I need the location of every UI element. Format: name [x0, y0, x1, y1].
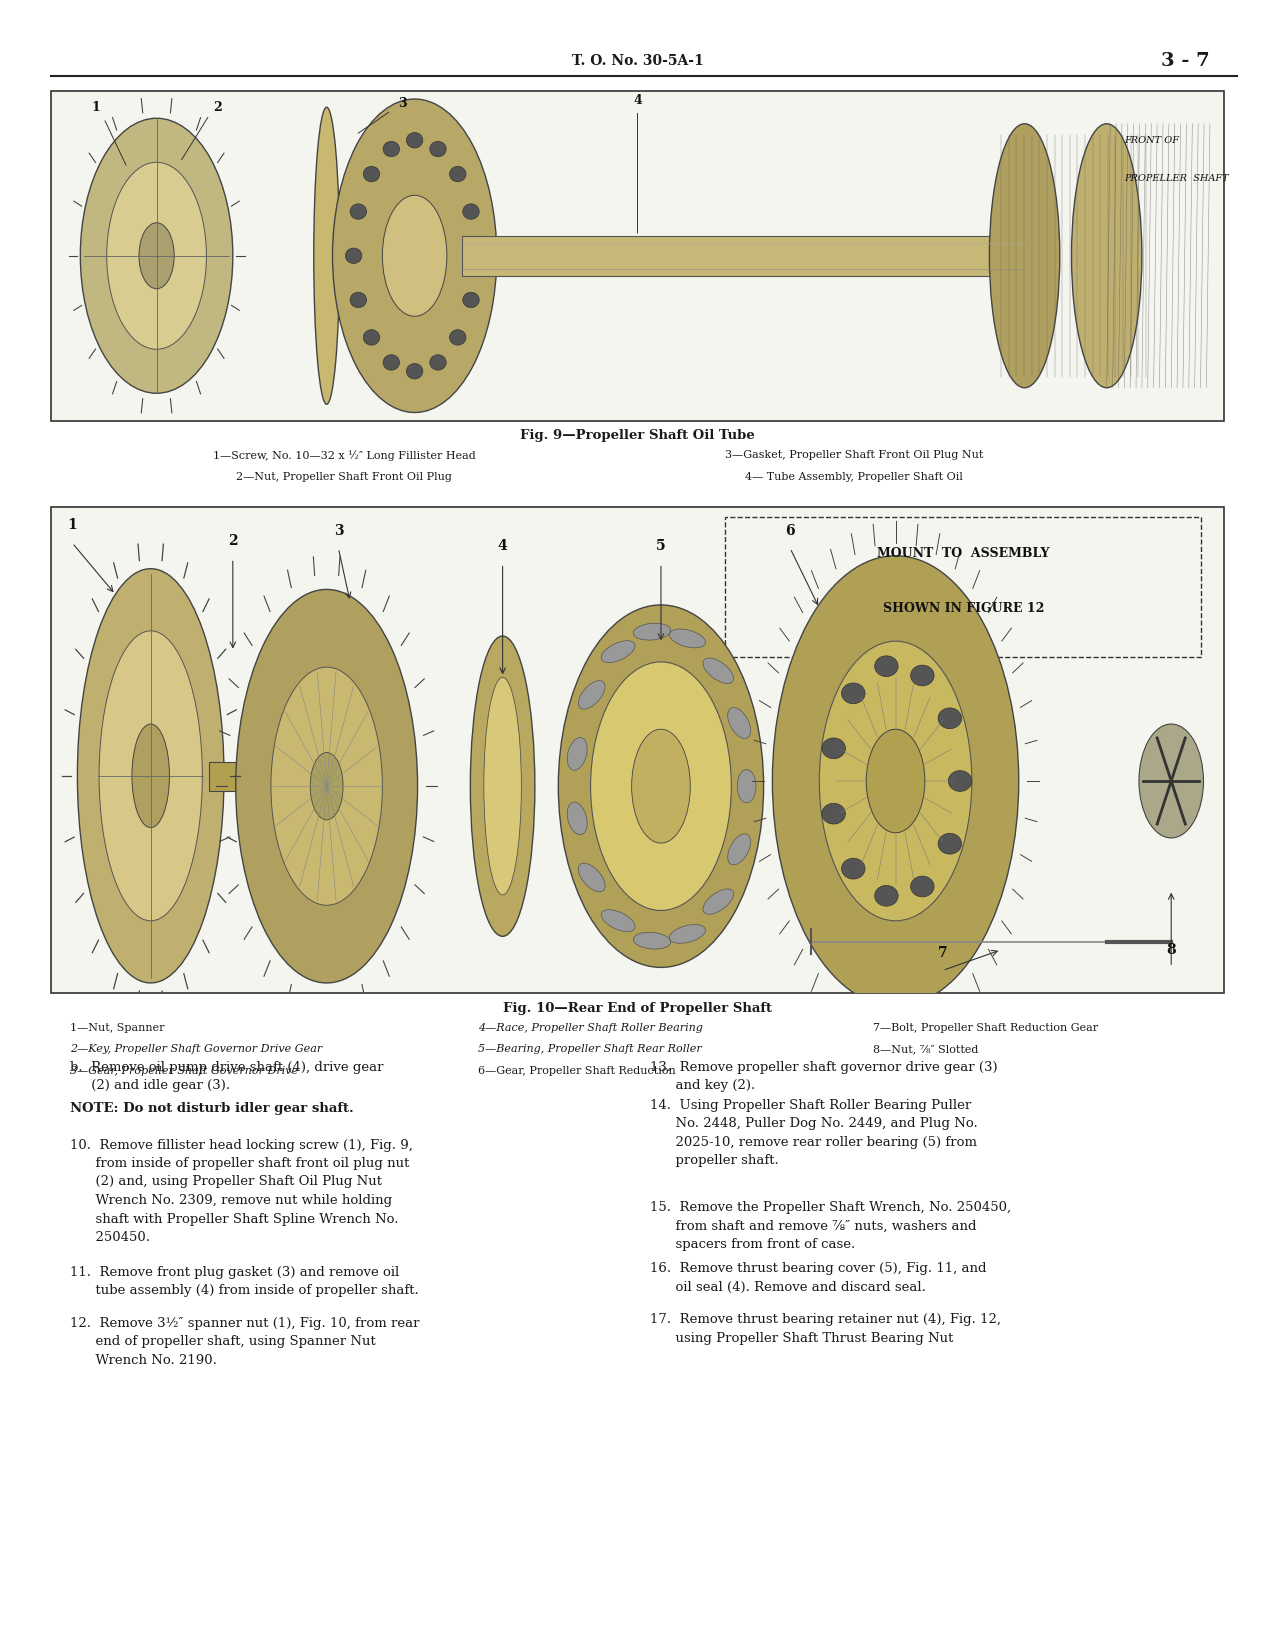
- Ellipse shape: [669, 924, 705, 944]
- Text: 5—Bearing, Propeller Shaft Rear Roller: 5—Bearing, Propeller Shaft Rear Roller: [478, 1044, 701, 1054]
- Ellipse shape: [703, 889, 733, 914]
- Ellipse shape: [131, 724, 170, 828]
- Text: Fig. 9—Propeller Shaft Oil Tube: Fig. 9—Propeller Shaft Oil Tube: [520, 429, 755, 442]
- Ellipse shape: [634, 624, 671, 640]
- Circle shape: [450, 167, 465, 182]
- Circle shape: [949, 771, 972, 792]
- Circle shape: [430, 142, 446, 157]
- Ellipse shape: [80, 119, 233, 393]
- Ellipse shape: [602, 909, 635, 932]
- Text: 7: 7: [937, 945, 947, 960]
- Ellipse shape: [1071, 124, 1142, 388]
- Text: 17.  Remove thrust bearing retainer nut (4), Fig. 12,
      using Propeller Shaf: 17. Remove thrust bearing retainer nut (…: [650, 1313, 1001, 1345]
- Circle shape: [351, 292, 366, 307]
- Text: 3: 3: [399, 97, 407, 111]
- Ellipse shape: [669, 629, 705, 648]
- Ellipse shape: [634, 932, 671, 949]
- Ellipse shape: [382, 195, 448, 317]
- Text: b.  Remove oil pump drive shaft (4), drive gear
     (2) and idle gear (3).: b. Remove oil pump drive shaft (4), driv…: [70, 1061, 384, 1092]
- Text: 1—Nut, Spanner: 1—Nut, Spanner: [70, 1023, 164, 1033]
- Text: 8: 8: [1167, 944, 1176, 957]
- Ellipse shape: [567, 738, 588, 771]
- Ellipse shape: [703, 658, 733, 683]
- Ellipse shape: [314, 107, 339, 404]
- Circle shape: [430, 355, 446, 370]
- Text: 4: 4: [497, 540, 507, 553]
- Circle shape: [822, 738, 845, 759]
- Text: 11.  Remove front plug gasket (3) and remove oil
      tube assembly (4) from in: 11. Remove front plug gasket (3) and rem…: [70, 1266, 419, 1297]
- Text: 1: 1: [92, 101, 99, 114]
- Text: Fig. 10—Rear End of Propeller Shaft: Fig. 10—Rear End of Propeller Shaft: [504, 1002, 771, 1015]
- Text: 4: 4: [634, 94, 641, 107]
- Text: NOTE: Do not disturb idler gear shaft.: NOTE: Do not disturb idler gear shaft.: [70, 1102, 354, 1115]
- Circle shape: [842, 858, 864, 879]
- Circle shape: [382, 355, 399, 370]
- Text: MOUNT  TO  ASSEMBLY: MOUNT TO ASSEMBLY: [877, 546, 1049, 559]
- FancyBboxPatch shape: [51, 91, 1224, 421]
- Ellipse shape: [270, 667, 382, 906]
- Ellipse shape: [139, 223, 175, 289]
- Ellipse shape: [558, 606, 764, 967]
- Text: 2: 2: [213, 101, 222, 114]
- Ellipse shape: [631, 729, 690, 843]
- Ellipse shape: [728, 708, 751, 739]
- Ellipse shape: [99, 630, 203, 921]
- FancyBboxPatch shape: [51, 507, 1224, 993]
- Circle shape: [351, 205, 366, 219]
- Circle shape: [407, 132, 423, 148]
- Circle shape: [875, 886, 898, 906]
- Text: 12.  Remove 3½″ spanner nut (1), Fig. 10, from rear
      end of propeller shaft: 12. Remove 3½″ spanner nut (1), Fig. 10,…: [70, 1317, 419, 1366]
- Text: 4—Race, Propeller Shaft Roller Bearing: 4—Race, Propeller Shaft Roller Bearing: [478, 1023, 703, 1033]
- Text: 3 - 7: 3 - 7: [1162, 53, 1210, 69]
- Circle shape: [363, 330, 380, 345]
- Ellipse shape: [773, 556, 1019, 1006]
- Circle shape: [842, 683, 864, 703]
- Circle shape: [463, 292, 479, 307]
- Ellipse shape: [567, 802, 588, 835]
- Text: 1: 1: [68, 518, 76, 533]
- Ellipse shape: [728, 833, 751, 865]
- Ellipse shape: [579, 863, 606, 891]
- Circle shape: [450, 330, 465, 345]
- Text: 4— Tube Assembly, Propeller Shaft Oil: 4— Tube Assembly, Propeller Shaft Oil: [746, 472, 963, 482]
- Ellipse shape: [1139, 724, 1204, 838]
- Text: FRONT OF: FRONT OF: [1125, 135, 1179, 145]
- Circle shape: [938, 833, 961, 855]
- Text: 15.  Remove the Propeller Shaft Wrench, No. 250450,
      from shaft and remove : 15. Remove the Propeller Shaft Wrench, N…: [650, 1201, 1011, 1251]
- Text: 13.  Remove propeller shaft governor drive gear (3)
      and key (2).: 13. Remove propeller shaft governor driv…: [650, 1061, 998, 1092]
- Text: 16.  Remove thrust bearing cover (5), Fig. 11, and
      oil seal (4). Remove an: 16. Remove thrust bearing cover (5), Fig…: [650, 1262, 987, 1294]
- Text: T. O. No. 30-5A-1: T. O. No. 30-5A-1: [571, 54, 704, 68]
- Ellipse shape: [989, 124, 1060, 388]
- FancyBboxPatch shape: [462, 236, 1001, 276]
- Ellipse shape: [78, 569, 224, 983]
- Ellipse shape: [107, 162, 207, 350]
- Circle shape: [910, 876, 935, 898]
- Text: 6—Gear, Propeller Shaft Reduction: 6—Gear, Propeller Shaft Reduction: [478, 1066, 676, 1076]
- Circle shape: [407, 363, 423, 380]
- Circle shape: [910, 665, 935, 686]
- Circle shape: [363, 167, 380, 182]
- Text: 3—Gear, Propeller Shaft Governor Drive: 3—Gear, Propeller Shaft Governor Drive: [70, 1066, 298, 1076]
- Text: SHOWN IN FIGURE 12: SHOWN IN FIGURE 12: [882, 602, 1044, 614]
- Circle shape: [382, 142, 399, 157]
- Text: 8—Nut, ⅞″ Slotted: 8—Nut, ⅞″ Slotted: [873, 1044, 979, 1054]
- Text: 10.  Remove fillister head locking screw (1), Fig. 9,
      from inside of prope: 10. Remove fillister head locking screw …: [70, 1138, 413, 1244]
- Text: 1—Screw, No. 10—32 x ½″ Long Fillister Head: 1—Screw, No. 10—32 x ½″ Long Fillister H…: [213, 450, 476, 462]
- Ellipse shape: [236, 589, 418, 983]
- Circle shape: [938, 708, 961, 729]
- Circle shape: [463, 205, 479, 219]
- Text: 14.  Using Propeller Shaft Roller Bearing Puller
      No. 2448, Puller Dog No. : 14. Using Propeller Shaft Roller Bearing…: [650, 1099, 978, 1168]
- Ellipse shape: [310, 752, 343, 820]
- Ellipse shape: [579, 680, 606, 710]
- Text: 6: 6: [785, 523, 794, 538]
- Ellipse shape: [333, 99, 497, 412]
- Ellipse shape: [602, 640, 635, 663]
- Circle shape: [468, 248, 483, 264]
- Text: 3: 3: [334, 523, 343, 538]
- Circle shape: [822, 804, 845, 823]
- Text: 2: 2: [228, 535, 237, 548]
- Ellipse shape: [483, 678, 521, 894]
- Ellipse shape: [866, 729, 924, 833]
- Ellipse shape: [737, 769, 756, 804]
- Text: 7—Bolt, Propeller Shaft Reduction Gear: 7—Bolt, Propeller Shaft Reduction Gear: [873, 1023, 1099, 1033]
